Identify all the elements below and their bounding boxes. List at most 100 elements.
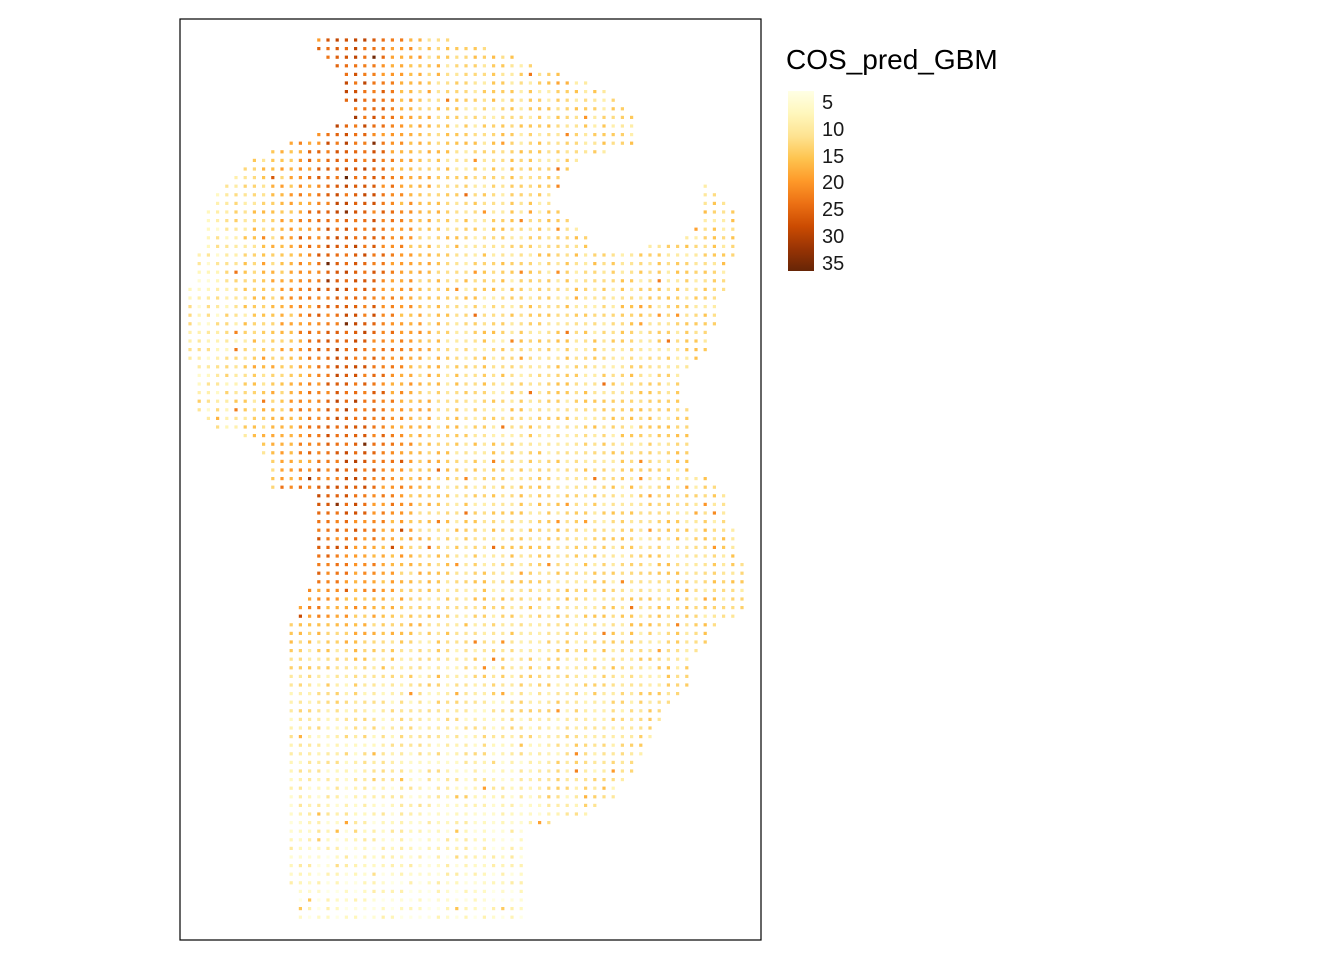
- map-cell: [427, 889, 431, 893]
- map-cell: [611, 520, 615, 524]
- map-cell: [372, 322, 376, 326]
- map-cell: [574, 133, 578, 137]
- map-cell: [565, 253, 569, 257]
- map-cell: [455, 416, 459, 420]
- map-cell: [492, 141, 496, 145]
- map-cell: [354, 81, 358, 85]
- map-cell: [289, 305, 293, 309]
- map-cell: [501, 330, 505, 334]
- map-cell: [482, 322, 486, 326]
- map-cell: [363, 176, 367, 180]
- map-cell: [611, 717, 615, 721]
- map-cell: [363, 158, 367, 162]
- map-cell: [464, 485, 468, 489]
- map-cell: [390, 184, 394, 188]
- map-cell: [455, 614, 459, 618]
- map-cell: [381, 244, 385, 248]
- map-cell: [344, 571, 348, 575]
- map-cell: [694, 477, 698, 481]
- map-cell: [354, 373, 358, 377]
- map-cell: [418, 391, 422, 395]
- map-cell: [712, 528, 716, 532]
- map-cell: [740, 597, 744, 601]
- map-cell: [289, 657, 293, 661]
- map-cell: [216, 193, 220, 197]
- map-cell: [602, 124, 606, 128]
- map-cell: [436, 907, 440, 911]
- legend-label-25: 25: [822, 199, 845, 222]
- map-cell: [712, 494, 716, 498]
- map-cell: [565, 348, 569, 352]
- map-cell: [381, 391, 385, 395]
- map-cell: [418, 726, 422, 730]
- map-cell: [252, 287, 256, 291]
- map-cell: [427, 597, 431, 601]
- map-cell: [584, 133, 588, 137]
- map-cell: [556, 244, 560, 248]
- map-cell: [519, 468, 523, 472]
- map-cell: [492, 425, 496, 429]
- map-cell: [538, 442, 542, 446]
- map-cell: [666, 649, 670, 653]
- map-cell: [390, 408, 394, 412]
- map-cell: [455, 244, 459, 248]
- map-cell: [317, 253, 321, 257]
- map-cell: [611, 391, 615, 395]
- map-cell: [354, 786, 358, 790]
- map-cell: [400, 623, 404, 627]
- map-cell: [694, 279, 698, 283]
- map-cell: [326, 829, 330, 833]
- map-cell: [381, 115, 385, 119]
- map-cell: [584, 717, 588, 721]
- map-cell: [436, 563, 440, 567]
- map-cell: [446, 649, 450, 653]
- map-cell: [685, 322, 689, 326]
- map-cell: [354, 606, 358, 610]
- map-cell: [344, 778, 348, 782]
- map-cell: [308, 391, 312, 395]
- map-cell: [243, 382, 247, 386]
- map-cell: [464, 606, 468, 610]
- map-cell: [501, 158, 505, 162]
- map-cell: [722, 279, 726, 283]
- map-cell: [271, 339, 275, 343]
- map-cell: [565, 743, 569, 747]
- map-cell: [694, 640, 698, 644]
- map-cell: [492, 631, 496, 635]
- map-cell: [574, 657, 578, 661]
- map-cell: [271, 451, 275, 455]
- map-cell: [630, 425, 634, 429]
- map-cell: [427, 537, 431, 541]
- map-cell: [409, 692, 413, 696]
- map-cell: [455, 270, 459, 274]
- map-cell: [556, 339, 560, 343]
- map-cell: [234, 399, 238, 403]
- map-cell: [271, 313, 275, 317]
- map-cell: [455, 881, 459, 885]
- map-cell: [731, 244, 735, 248]
- map-cell: [565, 623, 569, 627]
- map-cell: [289, 141, 293, 145]
- map-cell: [519, 477, 523, 481]
- map-cell: [574, 107, 578, 111]
- map-cell: [464, 915, 468, 919]
- map-cell: [694, 322, 698, 326]
- map-cell: [528, 72, 532, 76]
- map-cell: [298, 743, 302, 747]
- map-cell: [574, 416, 578, 420]
- map-cell: [455, 838, 459, 842]
- map-cell: [620, 270, 624, 274]
- map-cell: [363, 692, 367, 696]
- map-cell: [547, 468, 551, 472]
- map-cell: [262, 279, 266, 283]
- map-cell: [620, 640, 624, 644]
- map-cell: [630, 545, 634, 549]
- map-cell: [685, 485, 689, 489]
- map-cell: [436, 485, 440, 489]
- map-cell: [400, 683, 404, 687]
- map-cell: [409, 597, 413, 601]
- map-cell: [409, 72, 413, 76]
- map-cell: [676, 451, 680, 455]
- map-cell: [473, 588, 477, 592]
- map-cell: [639, 296, 643, 300]
